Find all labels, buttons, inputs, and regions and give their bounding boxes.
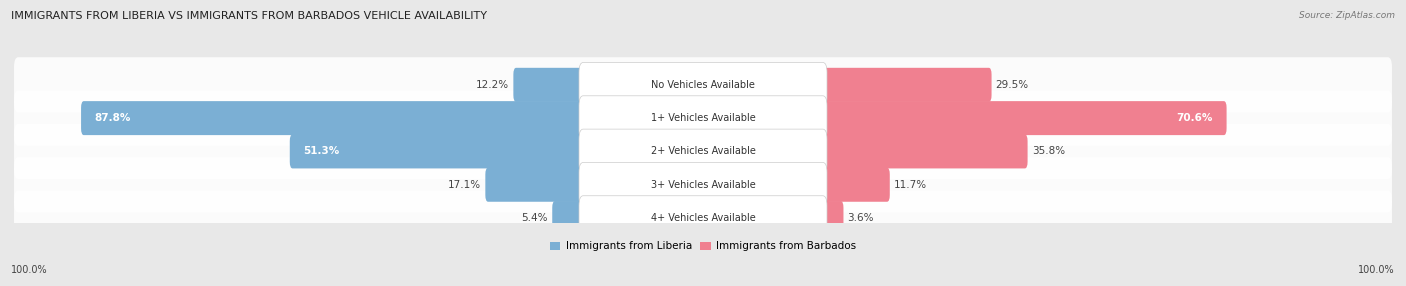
FancyBboxPatch shape <box>579 129 827 174</box>
Text: 5.4%: 5.4% <box>522 213 548 223</box>
FancyBboxPatch shape <box>82 101 589 135</box>
Text: 29.5%: 29.5% <box>995 80 1029 90</box>
FancyBboxPatch shape <box>14 57 1392 112</box>
Text: 100.0%: 100.0% <box>11 265 48 275</box>
Text: 12.2%: 12.2% <box>477 80 509 90</box>
Text: 51.3%: 51.3% <box>304 146 340 156</box>
Text: 1+ Vehicles Available: 1+ Vehicles Available <box>651 113 755 123</box>
Text: 70.6%: 70.6% <box>1177 113 1213 123</box>
Text: 2+ Vehicles Available: 2+ Vehicles Available <box>651 146 755 156</box>
FancyBboxPatch shape <box>817 201 844 235</box>
Text: No Vehicles Available: No Vehicles Available <box>651 80 755 90</box>
Text: Source: ZipAtlas.com: Source: ZipAtlas.com <box>1299 11 1395 20</box>
FancyBboxPatch shape <box>817 68 991 102</box>
FancyBboxPatch shape <box>14 190 1392 246</box>
FancyBboxPatch shape <box>513 68 589 102</box>
FancyBboxPatch shape <box>579 162 827 207</box>
FancyBboxPatch shape <box>817 134 1028 168</box>
Text: 87.8%: 87.8% <box>94 113 131 123</box>
FancyBboxPatch shape <box>485 168 589 202</box>
Text: 3+ Vehicles Available: 3+ Vehicles Available <box>651 180 755 190</box>
Text: 11.7%: 11.7% <box>894 180 927 190</box>
Text: 35.8%: 35.8% <box>1032 146 1064 156</box>
Legend: Immigrants from Liberia, Immigrants from Barbados: Immigrants from Liberia, Immigrants from… <box>546 237 860 256</box>
Text: 4+ Vehicles Available: 4+ Vehicles Available <box>651 213 755 223</box>
FancyBboxPatch shape <box>579 96 827 140</box>
FancyBboxPatch shape <box>290 134 589 168</box>
FancyBboxPatch shape <box>579 62 827 107</box>
FancyBboxPatch shape <box>817 168 890 202</box>
Text: 17.1%: 17.1% <box>449 180 481 190</box>
Text: IMMIGRANTS FROM LIBERIA VS IMMIGRANTS FROM BARBADOS VEHICLE AVAILABILITY: IMMIGRANTS FROM LIBERIA VS IMMIGRANTS FR… <box>11 11 488 21</box>
FancyBboxPatch shape <box>14 124 1392 179</box>
FancyBboxPatch shape <box>14 91 1392 146</box>
FancyBboxPatch shape <box>14 157 1392 212</box>
Text: 100.0%: 100.0% <box>1358 265 1395 275</box>
Text: 3.6%: 3.6% <box>848 213 875 223</box>
FancyBboxPatch shape <box>579 196 827 241</box>
FancyBboxPatch shape <box>817 101 1226 135</box>
FancyBboxPatch shape <box>553 201 589 235</box>
